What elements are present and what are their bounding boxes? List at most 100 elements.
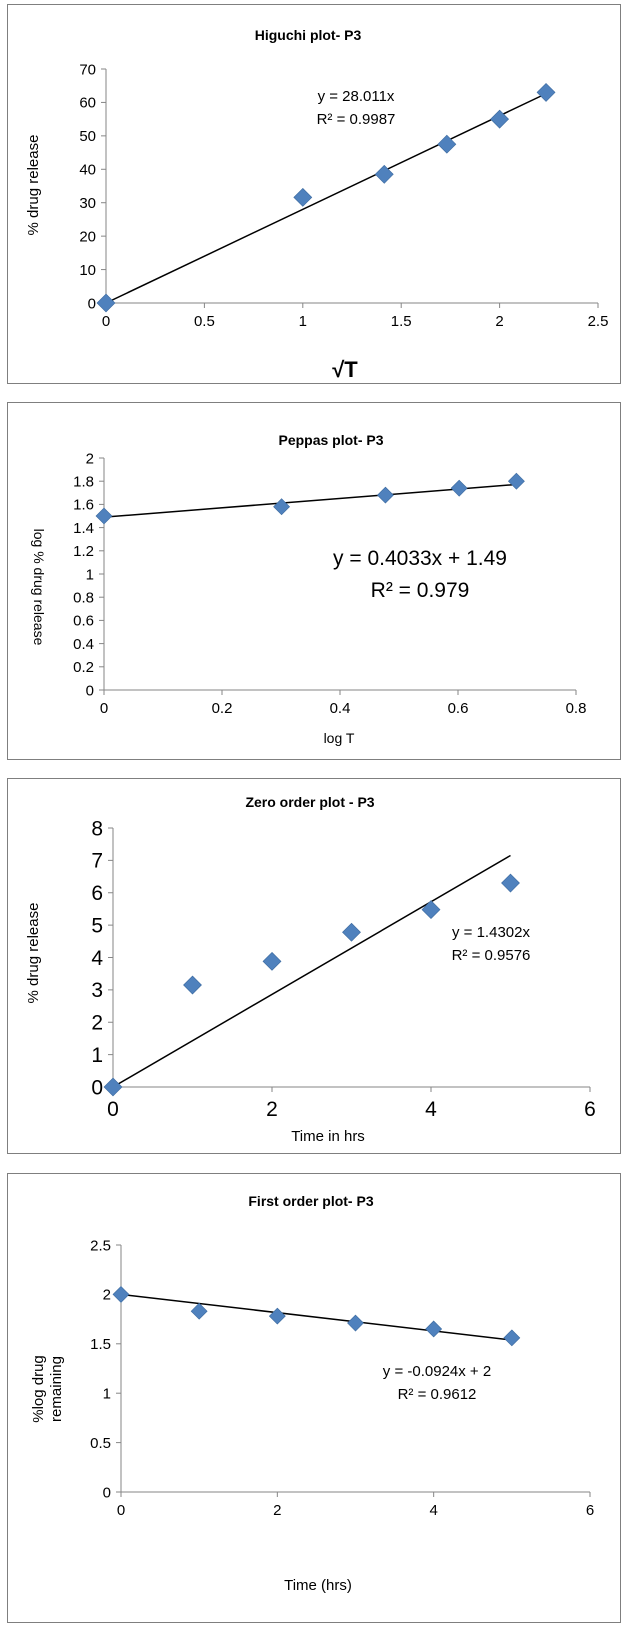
x-tick-label: 0.2 xyxy=(212,700,233,717)
y-tick-label: 7 xyxy=(91,850,103,873)
trendline-equation: y = -0.0924x + 2 xyxy=(383,1363,491,1380)
data-point-marker xyxy=(490,109,510,129)
x-tick-label: 2.5 xyxy=(588,313,609,330)
x-tick-label: 1.5 xyxy=(391,313,412,330)
y-tick-label: 6 xyxy=(91,882,103,905)
y-axis-label-line-1: %log drug xyxy=(30,1355,47,1423)
y-tick-label: 5 xyxy=(91,914,103,937)
data-point-marker xyxy=(293,187,313,207)
y-tick-label: 2 xyxy=(103,1287,111,1304)
data-point-marker xyxy=(347,1314,364,1332)
y-tick-label: 1.4 xyxy=(73,520,94,537)
x-tick-label: 0 xyxy=(107,1098,119,1121)
y-tick-label: 1.8 xyxy=(73,473,94,490)
trendline xyxy=(112,854,511,1088)
trendline-equation: y = 1.4302x xyxy=(452,924,530,941)
x-tick-label: 0.5 xyxy=(194,313,215,330)
y-tick-label: 0.2 xyxy=(73,659,94,676)
trendline xyxy=(103,483,517,518)
y-tick-label: 50 xyxy=(79,128,96,145)
first-order-chart-panel: First order plot- P3 0 0.5 1 1.5 2 2.5 0 2 4 6 y … xyxy=(7,1173,621,1623)
y-tick-label: 3 xyxy=(91,979,103,1002)
x-tick-label: 0.4 xyxy=(330,700,351,717)
trendline xyxy=(120,1293,512,1341)
data-point-marker xyxy=(190,1302,208,1320)
data-point-marker xyxy=(437,134,457,154)
data-point-marker xyxy=(377,486,394,504)
y-tick-label: 2.5 xyxy=(90,1237,111,1254)
x-tick-label: 6 xyxy=(584,1098,596,1121)
y-tick-label: 8 xyxy=(91,817,103,840)
data-point-marker xyxy=(268,1307,286,1325)
peppas-chart: Peppas plot- P3 0 0.2 0.4 0.6 0.8 1 1.2 1.4 1.6 1… xyxy=(31,432,587,746)
x-tick-label: 2 xyxy=(266,1098,278,1121)
x-axis-label: Time in hrs xyxy=(291,1128,365,1145)
x-tick-label: 4 xyxy=(425,1098,437,1121)
trendline xyxy=(105,92,547,304)
x-tick-label: 0 xyxy=(102,313,110,330)
r-squared-label: R² = 0.9987 xyxy=(317,111,396,128)
data-point-marker xyxy=(425,1320,443,1338)
x-axis-label: log T xyxy=(324,730,355,746)
x-tick-label: 0 xyxy=(100,700,108,717)
r-squared-label: R² = 0.979 xyxy=(371,579,470,602)
x-tick-label: 0 xyxy=(117,1502,125,1519)
y-tick-label: 0.6 xyxy=(73,613,94,630)
y-axis-label: % drug release xyxy=(25,135,42,236)
y-tick-label: 0 xyxy=(88,295,96,312)
y-tick-label: 1 xyxy=(103,1385,111,1402)
y-axis-label: log % drug release xyxy=(31,529,47,646)
data-point-marker xyxy=(421,900,441,920)
data-point-marker xyxy=(536,82,556,102)
first-order-chart: First order plot- P3 0 0.5 1 1.5 2 2.5 0 2 4 6 y … xyxy=(30,1193,594,1594)
chart-title: Higuchi plot- P3 xyxy=(255,27,362,43)
y-tick-label: 0.4 xyxy=(73,636,94,653)
data-point-marker xyxy=(507,472,525,490)
x-tick-label: 6 xyxy=(586,1502,594,1519)
y-tick-label: 2 xyxy=(86,450,94,467)
y-tick-label: 1 xyxy=(91,1044,103,1067)
chart-title: Peppas plot- P3 xyxy=(278,432,383,448)
peppas-chart-panel: Peppas plot- P3 0 0.2 0.4 0.6 0.8 1 1.2 1.4 1.6 1… xyxy=(7,402,621,760)
y-tick-label: 0 xyxy=(86,682,94,699)
data-point-marker xyxy=(273,498,291,516)
x-axis-label: √T xyxy=(332,357,358,382)
y-tick-label: 1.2 xyxy=(73,543,94,560)
x-tick-label: 4 xyxy=(429,1502,437,1519)
y-tick-label: 1 xyxy=(86,566,94,583)
y-tick-label: 0 xyxy=(103,1484,111,1501)
y-tick-label: 4 xyxy=(91,947,103,970)
y-tick-label: 40 xyxy=(79,162,96,179)
y-tick-label: 20 xyxy=(79,228,96,245)
data-point-marker xyxy=(374,164,394,184)
y-tick-label: 30 xyxy=(79,195,96,212)
data-point-marker xyxy=(450,479,468,497)
higuchi-chart: Higuchi plot- P3 0 10 20 30 40 50 60 70 0 0.5 1 1.5… xyxy=(25,27,609,382)
data-point-marker xyxy=(112,1285,130,1303)
x-tick-label: 2 xyxy=(273,1502,281,1519)
x-tick-label: 0.6 xyxy=(448,700,469,717)
y-axis-label-line-2: remaining xyxy=(48,1356,65,1422)
y-tick-label: 60 xyxy=(79,95,96,112)
data-point-marker xyxy=(95,507,113,525)
y-tick-label: 1.5 xyxy=(90,1336,111,1353)
data-point-marker xyxy=(262,951,282,971)
trendline-equation: y = 28.011x xyxy=(318,88,395,105)
x-tick-label: 0.8 xyxy=(566,700,587,717)
r-squared-label: R² = 0.9612 xyxy=(398,1386,477,1403)
y-tick-label: 0 xyxy=(91,1076,103,1099)
data-point-marker xyxy=(501,873,520,893)
y-tick-label: 70 xyxy=(79,61,96,78)
y-tick-label: 0.8 xyxy=(73,589,94,606)
y-tick-label: 2 xyxy=(91,1012,103,1035)
x-tick-label: 1 xyxy=(299,313,307,330)
x-tick-label: 2 xyxy=(495,313,503,330)
y-axis-label: % drug release xyxy=(25,903,42,1004)
data-point-marker xyxy=(342,922,361,942)
data-point-marker xyxy=(96,293,116,313)
y-tick-label: 1.6 xyxy=(73,497,94,514)
r-squared-label: R² = 0.9576 xyxy=(452,947,531,964)
higuchi-chart-panel: Higuchi plot- P3 0 10 20 30 40 50 60 70 0 0.5 1 1.5… xyxy=(7,4,621,384)
x-axis-label: Time (hrs) xyxy=(284,1577,352,1594)
chart-title: Zero order plot - P3 xyxy=(245,794,374,810)
